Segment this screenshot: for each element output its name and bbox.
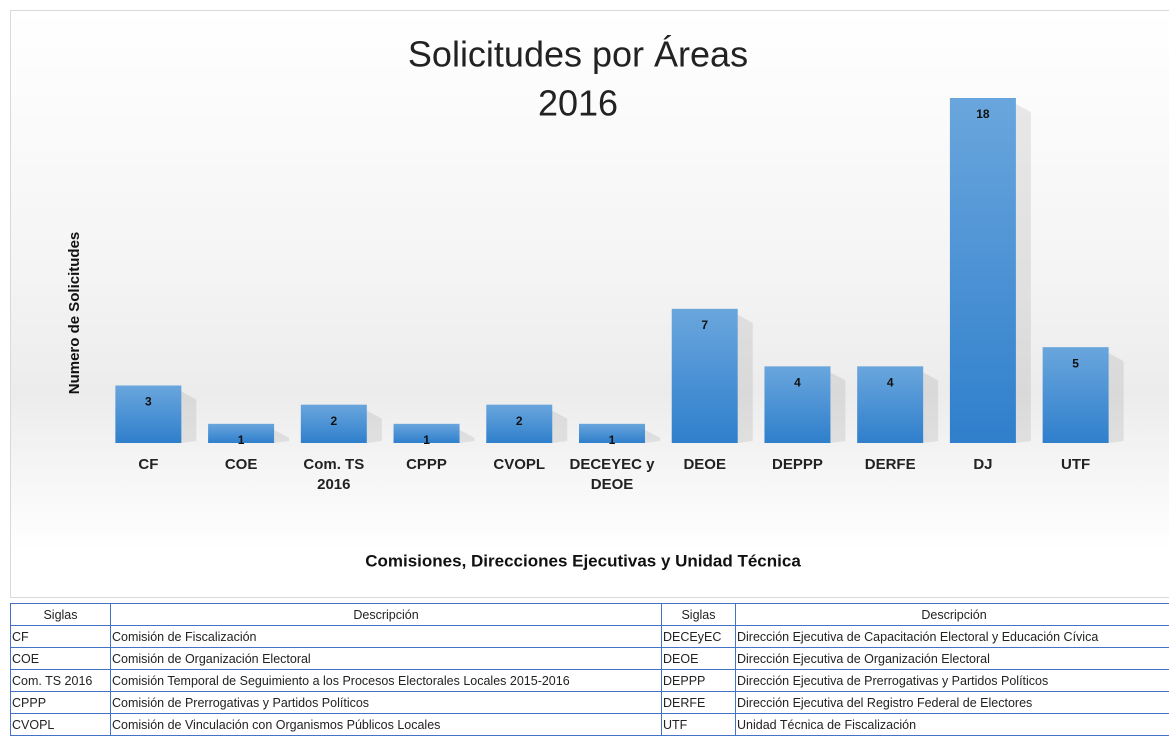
bar	[115, 385, 182, 443]
chart: Solicitudes por Áreas 2016 Numero de Sol…	[66, 34, 1124, 570]
bar	[764, 366, 831, 443]
bar-shadow	[1108, 353, 1124, 443]
table-cell: Dirección Ejecutiva de Organización Elec…	[735, 647, 1169, 670]
table-cell: Comisión de Prerrogativas y Partidos Pol…	[110, 691, 662, 714]
x-tick-label: CF	[138, 456, 159, 473]
table-cell: Comisión Temporal de Seguimiento a los P…	[110, 669, 662, 692]
table-row: COE Comisión de Organización Electoral DEO…	[10, 647, 1169, 670]
data-label: 1	[609, 433, 616, 447]
table-header-cell: Siglas	[10, 603, 111, 626]
data-label: 4	[887, 376, 894, 390]
bar-shadow	[366, 410, 382, 443]
data-label: 1	[423, 433, 430, 447]
bar-shadow	[1015, 104, 1031, 443]
data-label: 3	[145, 395, 152, 409]
table-cell: DECEyEC	[661, 625, 736, 648]
bar	[1042, 347, 1109, 443]
x-tick-label: COE	[224, 456, 258, 473]
bar-shadow	[645, 429, 660, 443]
bar	[579, 423, 645, 443]
bar	[671, 308, 738, 443]
chart-subtitle: 2016	[538, 83, 618, 124]
table-header-cell: Descripción	[735, 603, 1169, 626]
table-row: CVOPL Comisión de Vinculación con Organis…	[10, 713, 1169, 736]
table-cell: Comisión de Organización Electoral	[110, 647, 662, 670]
x-tick-label: DJ	[973, 456, 993, 473]
data-label: 2	[516, 414, 523, 428]
table-cell: Unidad Técnica de Fiscalización	[735, 713, 1169, 736]
chart-title: Solicitudes por Áreas	[408, 34, 748, 75]
x-tick-label: DECEYEC y DEOE	[569, 456, 655, 493]
table-row: CPPP Comisión de Prerrogativas y Partidos…	[10, 691, 1169, 714]
table-cell: CVOPL	[10, 713, 111, 736]
bar	[949, 98, 1016, 443]
data-label: 4	[794, 376, 801, 390]
data-label: 2	[330, 414, 337, 428]
table-cell: DERFE	[661, 691, 736, 714]
table-cell: UTF	[661, 713, 736, 736]
bar-shadow	[552, 410, 568, 443]
x-axis-label: Comisiones, Direcciones Ejecutivas y Uni…	[365, 551, 801, 570]
bar	[393, 423, 460, 443]
bar-shadow	[737, 314, 753, 443]
x-tick-label: UTF	[1061, 456, 1091, 473]
data-label: 1	[238, 433, 245, 447]
bar	[300, 404, 367, 443]
bar-shadow	[923, 372, 939, 443]
table-header-cell: Siglas	[661, 603, 736, 626]
table-cell: Com. TS 2016	[10, 669, 111, 692]
table-header-cell: Descripción	[110, 603, 662, 626]
bar-shadow	[274, 429, 290, 443]
legend-table: Siglas Descripción Siglas Descripción CF Com…	[10, 603, 1169, 736]
x-tick-label: CVOPL	[493, 456, 546, 473]
table-body: CF Comisión de Fiscalización DECEyEC Direcc…	[10, 625, 1169, 736]
table-cell: Comisión de Fiscalización	[110, 625, 662, 648]
table-cell: Comisión de Vinculación con Organismos P…	[110, 713, 662, 736]
table-header: Siglas Descripción Siglas Descripción	[10, 603, 1169, 626]
bar	[857, 366, 924, 443]
table-cell: Dirección Ejecutiva del Registro Federal…	[735, 691, 1169, 714]
table-row: CF Comisión de Fiscalización DECEyEC Direcc…	[10, 625, 1169, 648]
bar-shadow	[459, 429, 475, 443]
x-tick-label: DEPPP	[772, 456, 823, 473]
table-cell: COE	[10, 647, 111, 670]
x-tick-label: DEOE	[683, 456, 726, 473]
x-tick-label: CPPP	[406, 456, 447, 473]
bar	[208, 423, 275, 443]
table-cell: Dirección Ejecutiva de Prerrogativas y P…	[735, 669, 1169, 692]
y-axis-label: Numero de Solicitudes	[66, 232, 83, 395]
bar-shadow	[830, 372, 846, 443]
table-cell: CF	[10, 625, 111, 648]
bar	[486, 404, 553, 443]
data-label: 5	[1072, 356, 1079, 370]
table-cell: DEPPP	[661, 669, 736, 692]
table-cell: DEOE	[661, 647, 736, 670]
table-row: Com. TS 2016 Comisión Temporal de Seguimi…	[10, 669, 1169, 692]
data-label: 18	[976, 107, 990, 121]
table-cell: CPPP	[10, 691, 111, 714]
x-tick-label: DERFE	[864, 456, 916, 473]
table-cell: Dirección Ejecutiva de Capacitación Elec…	[735, 625, 1169, 648]
bar-shadow	[181, 391, 197, 443]
data-label: 7	[701, 318, 708, 332]
x-tick-label: Com. TS 2016	[303, 456, 365, 493]
